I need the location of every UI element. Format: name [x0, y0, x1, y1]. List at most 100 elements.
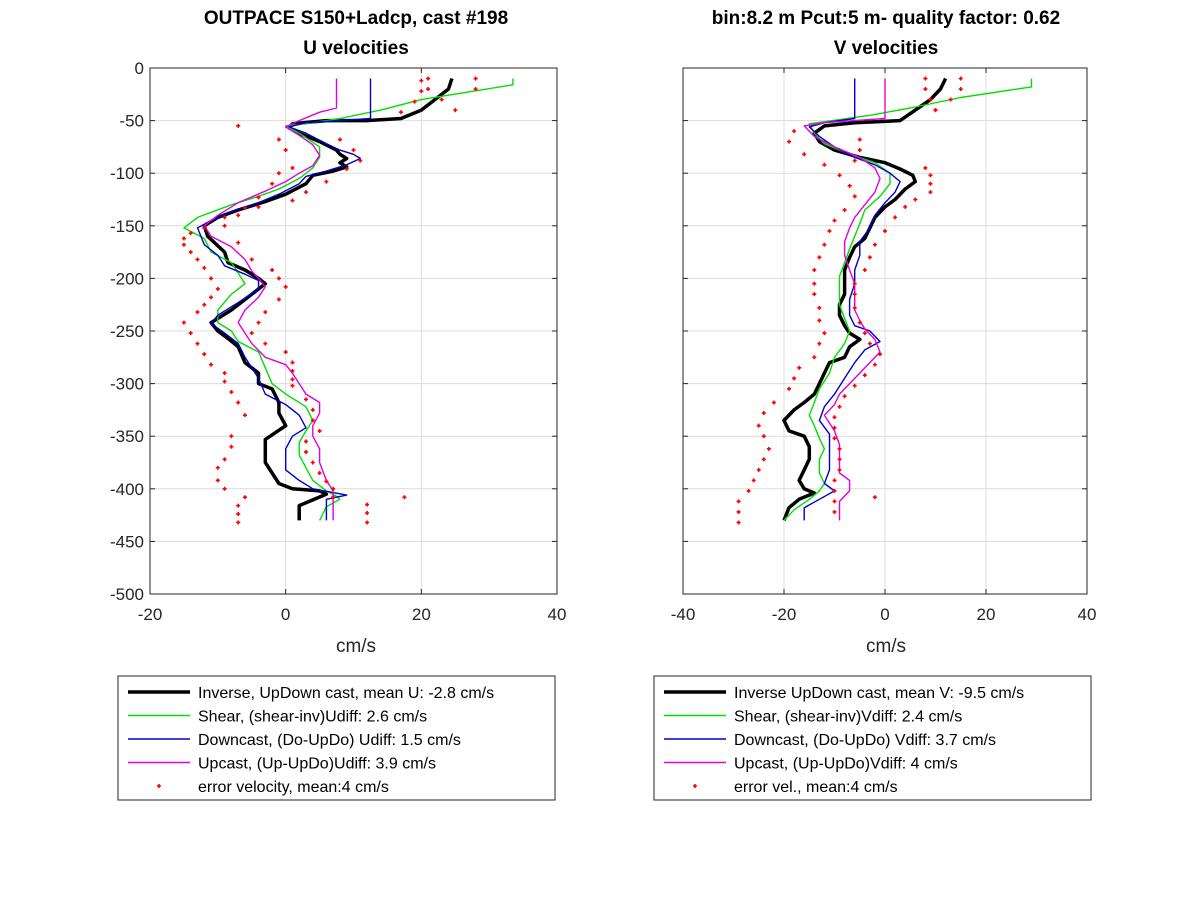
error-marker: [913, 197, 918, 202]
error-marker: [837, 446, 842, 451]
error-marker: [761, 411, 766, 416]
error-marker: [202, 265, 207, 270]
error-marker: [817, 318, 822, 323]
error-marker: [872, 242, 877, 247]
y-tick-label: -400: [110, 480, 144, 499]
error-marker: [812, 267, 817, 272]
legend-label: Upcast, (Up-UpDo)Udiff: 3.9 cm/s: [198, 756, 436, 773]
x-tick-label: 20: [977, 605, 996, 624]
error-marker: [242, 413, 247, 418]
error-marker: [761, 434, 766, 439]
error-marker: [222, 223, 227, 228]
error-marker: [188, 231, 193, 236]
error-marker: [236, 512, 241, 517]
panel-title: bin:8.2 m Pcut:5 m- quality factor: 0.62: [712, 8, 1060, 29]
y-tick-label: -150: [110, 217, 144, 236]
error-marker: [832, 415, 837, 420]
error-marker: [242, 205, 247, 210]
error-marker: [857, 137, 862, 142]
series-line-3: [803, 78, 901, 521]
v-legend: Inverse UpDown cast, mean V: -9.5 cm/s Sh…: [653, 675, 1092, 801]
error-marker: [832, 218, 837, 223]
error-marker: [276, 276, 281, 281]
error-marker: [222, 215, 227, 220]
error-marker: [290, 360, 295, 365]
error-marker: [365, 502, 370, 507]
v-velocity-panel: bin:8.2 m Pcut:5 m- quality factor: 0.62…: [671, 8, 1097, 657]
error-marker: [862, 267, 867, 272]
error-marker: [903, 204, 908, 209]
panel-subtitle: V velocities: [834, 38, 939, 59]
error-marker: [933, 108, 938, 113]
error-marker: [923, 76, 928, 81]
error-marker: [202, 352, 207, 357]
error-marker: [236, 123, 241, 128]
error-marker: [787, 386, 792, 391]
error-marker: [842, 208, 847, 213]
error-marker: [290, 165, 295, 170]
y-tick-label: 0: [135, 59, 144, 78]
error-marker: [852, 305, 857, 310]
error-marker: [222, 379, 227, 384]
error-marker: [797, 365, 802, 370]
error-marker: [236, 400, 241, 405]
error-marker: [304, 449, 309, 454]
error-marker: [181, 236, 186, 241]
error-marker: [862, 331, 867, 336]
error-marker: [837, 467, 842, 472]
error-marker: [812, 355, 817, 360]
error-marker: [872, 362, 877, 367]
y-tick-label: -300: [110, 375, 144, 394]
error-marker: [365, 520, 370, 525]
legend-box: [117, 675, 556, 801]
error-marker: [236, 240, 241, 245]
error-marker: [857, 320, 862, 325]
error-marker: [337, 137, 342, 142]
error-marker: [857, 148, 862, 153]
y-tick-label: -350: [110, 427, 144, 446]
panel-title: OUTPACE S150+Ladcp, cast #198: [204, 8, 508, 29]
error-marker: [304, 190, 309, 195]
error-marker: [792, 129, 797, 134]
error-marker: [229, 434, 234, 439]
error-marker: [928, 97, 933, 102]
error-marker: [236, 213, 241, 218]
legend-label: error velocity, mean:4 cm/s: [198, 779, 389, 796]
error-marker: [188, 331, 193, 336]
error-marker: [948, 97, 953, 102]
error-marker: [229, 390, 234, 395]
error-marker: [832, 425, 837, 430]
error-marker: [256, 204, 261, 209]
series-line-4: [203, 78, 338, 521]
error-marker: [751, 478, 756, 483]
error-marker: [756, 423, 761, 428]
error-marker: [867, 341, 872, 346]
error-marker: [263, 341, 268, 346]
error-marker: [181, 320, 186, 325]
legend-label: Downcast, (Do-UpDo) Vdiff: 3.7 cm/s: [734, 732, 996, 749]
error-marker: [862, 373, 867, 378]
y-tick-label: -200: [110, 269, 144, 288]
error-marker: [222, 457, 227, 462]
error-marker: [290, 377, 295, 382]
error-marker: [928, 181, 933, 186]
error-marker: [761, 457, 766, 462]
error-marker: [209, 276, 214, 281]
error-marker: [802, 152, 807, 157]
error-marker: [202, 225, 207, 230]
error-marker: [832, 499, 837, 504]
error-marker: [837, 173, 842, 178]
x-tick-label: 20: [412, 605, 431, 624]
error-marker: [837, 457, 842, 462]
series-line-2: [783, 78, 1033, 521]
error-marker: [756, 467, 761, 472]
error-marker: [883, 229, 887, 234]
error-marker: [317, 471, 322, 476]
error-marker: [817, 305, 822, 310]
error-marker: [188, 250, 193, 255]
error-marker: [324, 479, 329, 484]
error-marker: [787, 139, 792, 144]
error-marker: [812, 281, 817, 286]
legend-label: Shear, (shear-inv)Udiff: 2.6 cm/s: [198, 709, 427, 726]
